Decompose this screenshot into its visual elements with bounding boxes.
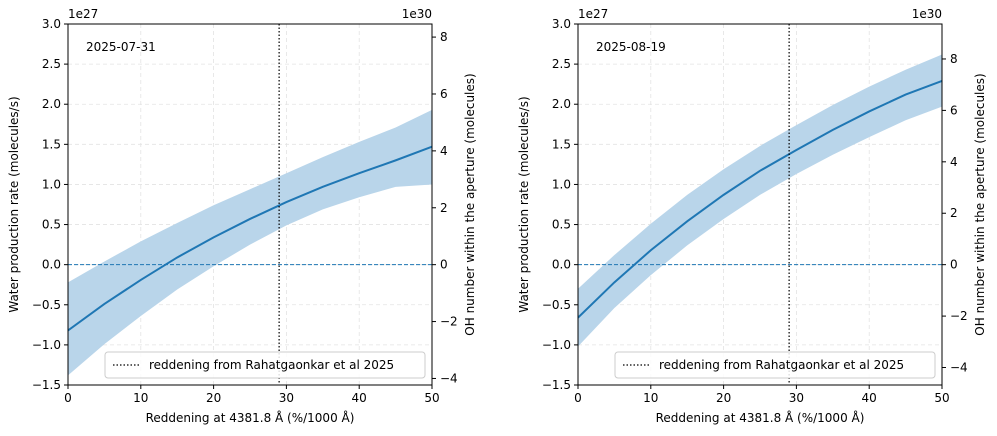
- x-tick-label: 50: [934, 391, 949, 405]
- y-tick-label: 3.0: [552, 17, 571, 31]
- x-tick-label: 30: [789, 391, 804, 405]
- x-tick-label: 40: [352, 391, 367, 405]
- y-tick-label: −1.5: [542, 378, 571, 392]
- y-tick-label: 2.5: [552, 57, 571, 71]
- x-tick-label: 40: [862, 391, 877, 405]
- legend-label: reddening from Rahatgaonkar et al 2025: [659, 358, 904, 372]
- y-tick-label: 0.0: [42, 258, 61, 272]
- legend-label: reddening from Rahatgaonkar et al 2025: [149, 358, 394, 372]
- date-annotation: 2025-08-19: [596, 40, 666, 54]
- x-tick-label: 0: [64, 391, 72, 405]
- y-right-tick-label: 8: [950, 52, 958, 66]
- y-tick-label: −1.5: [32, 378, 61, 392]
- x-tick-label: 50: [424, 391, 439, 405]
- y-right-tick-label: −4: [440, 371, 458, 385]
- y-right-tick-label: 0: [440, 258, 448, 272]
- y-right-axis-label: OH number within the aperture (molecules…: [973, 73, 987, 335]
- x-axis-label: Reddening at 4381.8 Å (%/1000 Å): [656, 410, 865, 425]
- y-right-tick-label: 6: [950, 103, 958, 117]
- legend-box: [614, 351, 936, 379]
- y-right-tick-label: 4: [950, 155, 958, 169]
- date-annotation: 2025-07-31: [86, 40, 156, 54]
- x-tick-label: 0: [574, 391, 582, 405]
- offset-label-left: 1e27: [578, 7, 608, 21]
- y-tick-label: 2.0: [42, 97, 61, 111]
- y-right-tick-label: −4: [950, 361, 968, 375]
- y-tick-label: 1.5: [42, 137, 61, 151]
- x-axis-label: Reddening at 4381.8 Å (%/1000 Å): [146, 410, 355, 425]
- y-right-tick-label: 4: [440, 144, 448, 158]
- y-right-tick-label: 2: [950, 206, 958, 220]
- y-right-axis-label: OH number within the aperture (molecules…: [463, 73, 477, 335]
- y-tick-label: 0.0: [552, 258, 571, 272]
- offset-label-left: 1e27: [68, 7, 98, 21]
- y-right-tick-label: 6: [440, 87, 448, 101]
- x-tick-label: 20: [206, 391, 221, 405]
- y-axis-label: Water production rate (molecules/s): [517, 96, 531, 312]
- water-production-line: [578, 80, 942, 319]
- uncertainty-band: [68, 109, 432, 376]
- axes-frame: [577, 23, 943, 386]
- y-axis-label: Water production rate (molecules/s): [7, 96, 21, 312]
- y-tick-label: 0.5: [552, 218, 571, 232]
- offset-label-right: 1e30: [402, 7, 432, 21]
- legend: reddening from Rahatgaonkar et al 2025: [614, 351, 936, 379]
- uncertainty-band: [578, 54, 942, 347]
- y-right-tick-label: −2: [950, 309, 968, 323]
- y-right-tick-label: −2: [440, 315, 458, 329]
- chart-panel-1: 0 10 20 30 40 50−1.5−1.0−0.50.00.51.01.52.02.…: [7, 7, 477, 425]
- chart-panel-2: 0 10 20 30 40 50−1.5−1.0−0.50.00.51.01.52.02.…: [517, 7, 987, 425]
- x-tick-label: 10: [643, 391, 658, 405]
- legend-box: [104, 351, 426, 379]
- y-tick-label: 1.0: [552, 177, 571, 191]
- offset-label-right: 1e30: [912, 7, 942, 21]
- y-tick-label: 1.0: [42, 177, 61, 191]
- legend: reddening from Rahatgaonkar et al 2025: [104, 351, 426, 379]
- axes-frame: [67, 23, 433, 386]
- x-tick-label: 30: [279, 391, 294, 405]
- y-tick-label: 1.5: [552, 137, 571, 151]
- y-right-tick-label: 2: [440, 201, 448, 215]
- y-tick-label: −1.0: [542, 338, 571, 352]
- water-production-line: [68, 145, 432, 332]
- y-tick-label: −0.5: [542, 298, 571, 312]
- y-tick-label: 3.0: [42, 17, 61, 31]
- y-tick-label: 2.0: [552, 97, 571, 111]
- y-tick-label: −0.5: [32, 298, 61, 312]
- y-right-tick-label: 8: [440, 30, 448, 44]
- y-tick-label: 2.5: [42, 57, 61, 71]
- y-right-tick-label: 0: [950, 258, 958, 272]
- x-tick-label: 20: [716, 391, 731, 405]
- x-tick-label: 10: [133, 391, 148, 405]
- y-tick-label: 0.5: [42, 218, 61, 232]
- y-tick-label: −1.0: [32, 338, 61, 352]
